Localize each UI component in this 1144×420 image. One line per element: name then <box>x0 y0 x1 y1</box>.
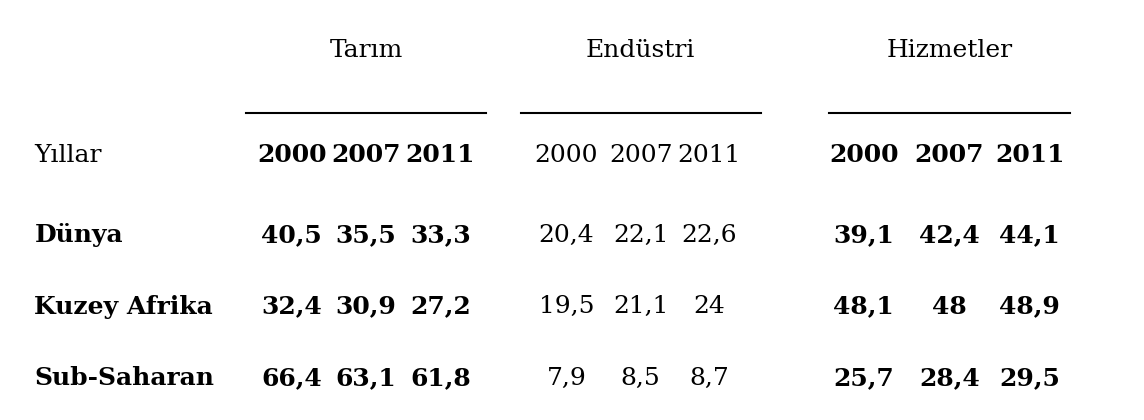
Text: 61,8: 61,8 <box>410 366 471 390</box>
Text: 20,4: 20,4 <box>539 224 594 247</box>
Text: 30,9: 30,9 <box>335 294 397 319</box>
Text: 40,5: 40,5 <box>261 223 323 247</box>
Text: 44,1: 44,1 <box>999 223 1060 247</box>
Text: 19,5: 19,5 <box>539 295 594 318</box>
Text: 2007: 2007 <box>609 144 673 167</box>
Text: 32,4: 32,4 <box>261 294 323 319</box>
Text: 22,1: 22,1 <box>613 224 668 247</box>
Text: 29,5: 29,5 <box>999 366 1060 390</box>
Text: 2007: 2007 <box>332 143 400 168</box>
Text: Yıllar: Yıllar <box>34 144 102 167</box>
Text: 35,5: 35,5 <box>335 223 397 247</box>
Text: Endüstri: Endüstri <box>586 39 696 62</box>
Text: Tarım: Tarım <box>329 39 403 62</box>
Text: 42,4: 42,4 <box>919 223 980 247</box>
Text: 48,9: 48,9 <box>999 294 1060 319</box>
Text: 8,7: 8,7 <box>690 367 729 389</box>
Text: 2011: 2011 <box>406 143 475 168</box>
Text: 21,1: 21,1 <box>613 295 668 318</box>
Text: 2000: 2000 <box>829 143 898 168</box>
Text: 66,4: 66,4 <box>261 366 323 390</box>
Text: Dünya: Dünya <box>34 223 122 247</box>
Text: 22,6: 22,6 <box>682 224 737 247</box>
Text: 63,1: 63,1 <box>335 366 397 390</box>
Text: Hizmetler: Hizmetler <box>887 39 1012 62</box>
Text: Kuzey Afrika: Kuzey Afrika <box>34 294 213 319</box>
Text: 24: 24 <box>693 295 725 318</box>
Text: Sub-Saharan: Sub-Saharan <box>34 366 214 390</box>
Text: 2000: 2000 <box>534 144 598 167</box>
Text: 28,4: 28,4 <box>919 366 980 390</box>
Text: 25,7: 25,7 <box>833 366 895 390</box>
Text: 2011: 2011 <box>995 143 1064 168</box>
Text: 33,3: 33,3 <box>410 223 471 247</box>
Text: 2007: 2007 <box>915 143 984 168</box>
Text: 7,9: 7,9 <box>547 367 586 389</box>
Text: 2000: 2000 <box>257 143 326 168</box>
Text: 2011: 2011 <box>677 144 741 167</box>
Text: 39,1: 39,1 <box>833 223 895 247</box>
Text: 48,1: 48,1 <box>833 294 895 319</box>
Text: 8,5: 8,5 <box>621 367 660 389</box>
Text: 48: 48 <box>932 294 967 319</box>
Text: 27,2: 27,2 <box>410 294 471 319</box>
